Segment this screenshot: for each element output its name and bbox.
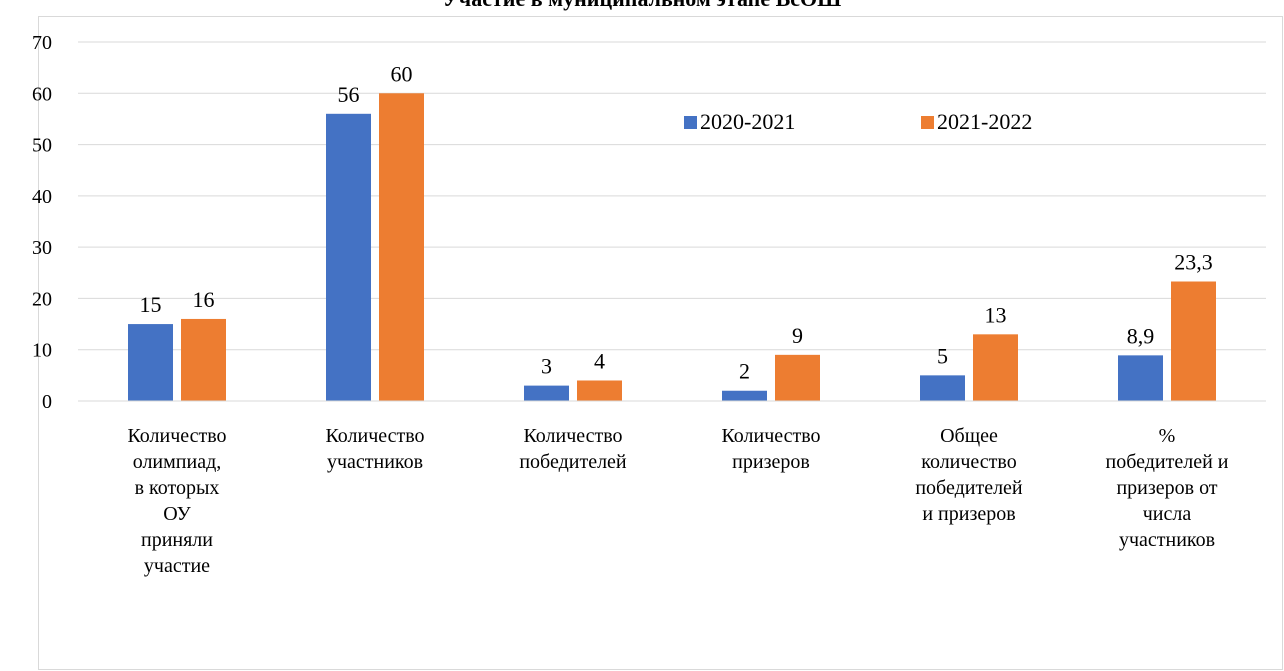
- x-category-label-line: победителей и: [1106, 451, 1229, 473]
- y-tick-label: 70: [32, 32, 52, 54]
- x-category-label-line: в которых: [135, 477, 220, 499]
- y-tick-label: 40: [32, 186, 52, 208]
- legend-label: 2021-2022: [937, 109, 1032, 134]
- data-label: 9: [792, 323, 803, 348]
- y-tick-label: 50: [32, 135, 52, 157]
- data-label: 2: [739, 359, 750, 384]
- chart-frame: [38, 16, 1283, 670]
- x-category-label: Количество олимпиад, в которых ОУ приняли уча…: [127, 425, 226, 577]
- x-category-label-line: призеров от: [1116, 477, 1217, 499]
- data-label: 13: [985, 302, 1007, 327]
- bar: [722, 390, 767, 401]
- x-category-label-line: участие: [144, 555, 210, 577]
- y-tick-label: 60: [32, 83, 52, 105]
- y-tick-label: 30: [32, 237, 52, 259]
- x-category-label: Количество призеров: [721, 425, 820, 473]
- bar: [181, 318, 226, 401]
- x-category-label-line: призеров: [732, 451, 810, 473]
- x-category-label-line: Количество: [325, 425, 424, 447]
- x-category-label-line: количество: [921, 451, 1016, 473]
- data-label: 60: [391, 61, 413, 86]
- bar: [577, 380, 622, 401]
- x-category-label-line: ОУ: [163, 503, 191, 525]
- x-category-label-line: %: [1159, 425, 1176, 447]
- x-category-label-line: Количество: [721, 425, 820, 447]
- chart-title: Участие в муниципальном этапе ВсОШ: [0, 0, 1284, 12]
- data-label: 56: [338, 82, 360, 107]
- bar: [920, 375, 965, 401]
- data-label: 8,9: [1127, 323, 1155, 348]
- data-label: 16: [193, 287, 215, 312]
- x-category-label: Количество участников: [325, 425, 424, 473]
- x-category-label-line: Количество: [523, 425, 622, 447]
- x-category-label-line: участников: [327, 451, 423, 473]
- legend-label: 2020-2021: [700, 109, 795, 134]
- y-tick-label: 0: [42, 391, 52, 413]
- bar: [524, 385, 569, 401]
- data-label: 3: [541, 354, 552, 379]
- x-category-label-line: Общее: [940, 425, 998, 447]
- x-category-label: Общее количество победителей и призеров: [915, 425, 1023, 525]
- bar: [379, 93, 424, 402]
- y-tick-label: 20: [32, 288, 52, 310]
- bar: [1171, 281, 1216, 401]
- y-tick-label: 10: [32, 340, 52, 362]
- data-label: 5: [937, 343, 948, 368]
- x-category-label-line: приняли: [141, 529, 213, 551]
- x-category-label: Количество победителей: [519, 425, 627, 473]
- legend-swatch: [921, 116, 934, 129]
- data-label: 23,3: [1174, 250, 1213, 275]
- x-category-label-line: победителей: [915, 477, 1023, 499]
- x-category-label-line: числа: [1143, 503, 1192, 525]
- x-category-label: % победителей и призеров от числа участников: [1106, 425, 1229, 551]
- x-category-label-line: участников: [1119, 529, 1215, 551]
- bar: [128, 324, 173, 401]
- data-label: 15: [140, 292, 162, 317]
- bar: [973, 334, 1018, 401]
- x-category-label-line: победителей: [519, 451, 627, 473]
- data-label: 4: [594, 348, 605, 373]
- x-category-label-line: олимпиад,: [133, 451, 222, 473]
- bar: [775, 354, 820, 401]
- bar: [1118, 355, 1163, 401]
- legend-swatch: [684, 116, 697, 129]
- x-category-label-line: и призеров: [922, 503, 1015, 525]
- x-category-label-line: Количество: [127, 425, 226, 447]
- bar: [326, 113, 371, 402]
